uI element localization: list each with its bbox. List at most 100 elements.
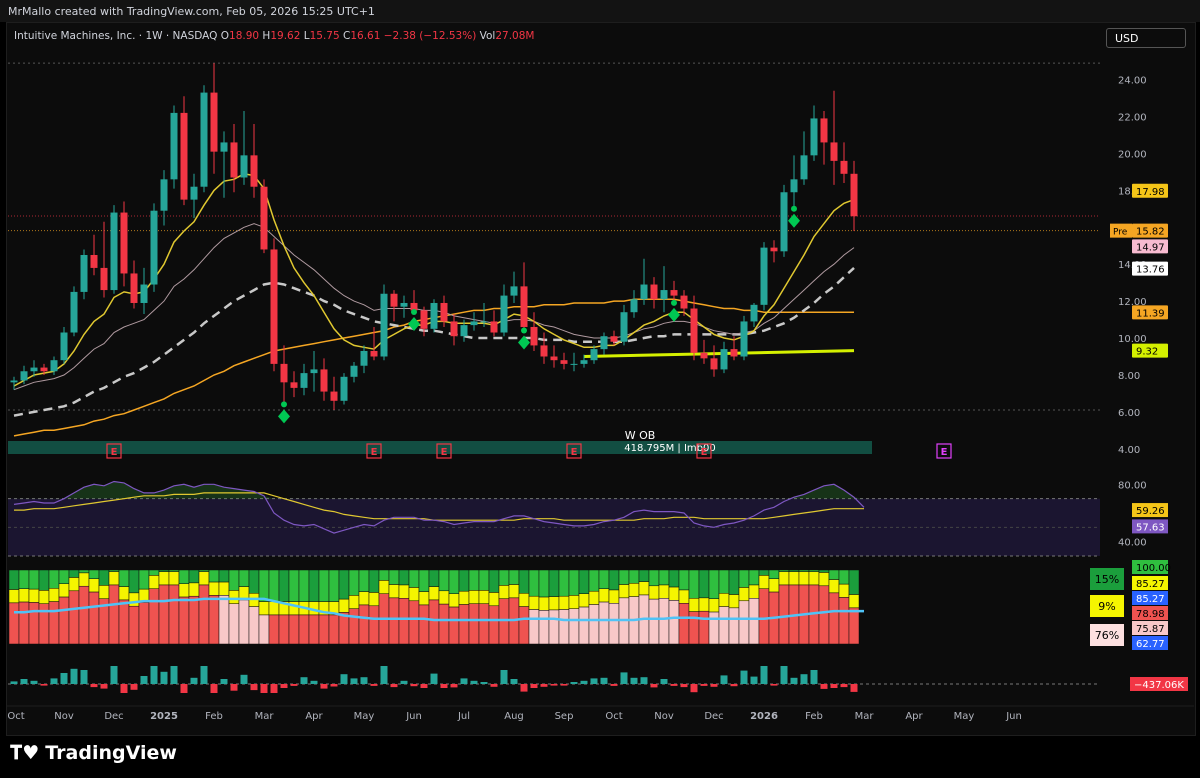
stack-yellow-cell (128, 592, 140, 607)
candle-down (530, 326, 538, 346)
stack-yellow-cell (818, 572, 830, 587)
stack-red-cell (78, 585, 90, 645)
order-block-zone (8, 441, 872, 454)
time-axis-tick: Jun (1005, 711, 1022, 722)
candle-down (490, 321, 498, 333)
volume-bar-up (790, 677, 798, 684)
stack-yellow-cell (428, 586, 440, 601)
volume-bar-down (100, 684, 108, 689)
stack-yellow-cell (838, 583, 850, 598)
volume-bar-up (50, 678, 58, 684)
stack-percent-label: 9% (1098, 600, 1115, 613)
rsi-value-box (1132, 519, 1168, 534)
order-block-sublabel: 418.795M | Imb00 (624, 443, 715, 454)
stack-red-cell (428, 599, 440, 645)
stack-green-cell (368, 569, 380, 593)
candle-down (730, 349, 738, 357)
stack-green-cell (668, 569, 680, 588)
rsi-axis-tick: 40.00 (1118, 538, 1147, 549)
time-axis-tick: 2026 (750, 711, 778, 722)
candle-down (100, 267, 108, 291)
candle-down (670, 290, 678, 296)
stack-percent-box (1090, 624, 1124, 646)
candle-down (120, 212, 128, 274)
candle-down (440, 302, 448, 322)
candle-up (590, 349, 598, 361)
rsi-value-label: 57.63 (1136, 522, 1165, 533)
volume-bar-down (840, 684, 848, 688)
stack-yellow-cell (38, 590, 50, 604)
stack-yellow-cell (418, 591, 430, 606)
volume-bar-down (180, 684, 188, 693)
stack-yellow-cell (508, 584, 520, 599)
stack-yellow-cell (448, 593, 460, 608)
stack-yellow-cell (348, 595, 360, 609)
volume-bar-down (520, 684, 528, 692)
stack-yellow-cell (358, 591, 370, 606)
candle-down (710, 358, 718, 370)
earnings-marker-label: E (701, 447, 708, 458)
stack-yellow-cell (788, 571, 800, 586)
stack-red-cell (158, 584, 170, 645)
volume-bar-down (270, 684, 278, 693)
stack-red-cell (708, 611, 720, 645)
candle-up (750, 304, 758, 322)
stack-yellow-cell (618, 584, 630, 599)
stack-green-cell (148, 569, 160, 576)
stack-yellow-cell (158, 571, 170, 586)
symbol-legend: Intuitive Machines, Inc. · 1W · NASDAQ O… (14, 30, 534, 42)
volume-bar-down (280, 684, 288, 688)
stack-yellow-cell (78, 572, 90, 587)
volume-bar-up (590, 678, 598, 684)
stack-yellow-cell (568, 595, 580, 609)
stack-red-cell (608, 603, 620, 645)
earnings-marker (436, 443, 452, 459)
candle-up (740, 321, 748, 357)
candle-down (210, 92, 218, 152)
candle-up (570, 363, 578, 365)
stack-red-cell (88, 591, 100, 645)
tradingview-logo[interactable]: 𝐓♥ TradingView (10, 742, 177, 764)
volume-bar-down (130, 684, 138, 690)
stack-green-cell (338, 569, 350, 600)
time-axis-tick: Apr (305, 711, 323, 722)
currency-button[interactable]: USD (1106, 28, 1186, 48)
earnings-marker-label: E (571, 447, 578, 458)
stack-red-cell (418, 604, 430, 645)
change-value: −2.38 (−12.53%) (383, 30, 477, 42)
low-label: L (303, 30, 310, 42)
stack-yellow-cell (748, 584, 760, 599)
earnings-marker (696, 443, 712, 459)
volume-bar-up (760, 666, 768, 684)
time-axis-tick: Feb (205, 711, 223, 722)
volume-bar-up (70, 668, 78, 684)
stack-green-cell (278, 569, 290, 602)
volume-bar-down (550, 684, 558, 686)
volume-bar-up (510, 679, 518, 684)
candle-down (260, 186, 268, 250)
stack-value-label: 85.27 (1136, 579, 1165, 590)
stack-red-cell (748, 598, 760, 645)
volume-bar-down (730, 684, 738, 687)
stack-red-cell (118, 599, 130, 645)
volume-bar-up (110, 666, 118, 684)
candle-up (220, 142, 228, 152)
candle-up (580, 360, 588, 364)
stack-red-cell (478, 603, 490, 645)
high-label: H (262, 30, 271, 42)
stack-green-cell (458, 569, 470, 592)
rsi-axis-tick: 80.00 (1118, 480, 1147, 491)
volume-bar-up (30, 680, 38, 684)
candle-up (600, 336, 608, 350)
rsi-value-box (1132, 503, 1168, 518)
stack-red-cell (358, 604, 370, 645)
stack-green-cell (638, 569, 650, 582)
stack-yellow-cell (108, 571, 120, 586)
time-axis-tick: Apr (905, 711, 923, 722)
stack-yellow-cell (678, 589, 690, 604)
stack-red-cell (598, 601, 610, 645)
volume-bar-up (10, 681, 18, 684)
candle-up (800, 155, 808, 180)
stack-value-box (1132, 591, 1168, 605)
